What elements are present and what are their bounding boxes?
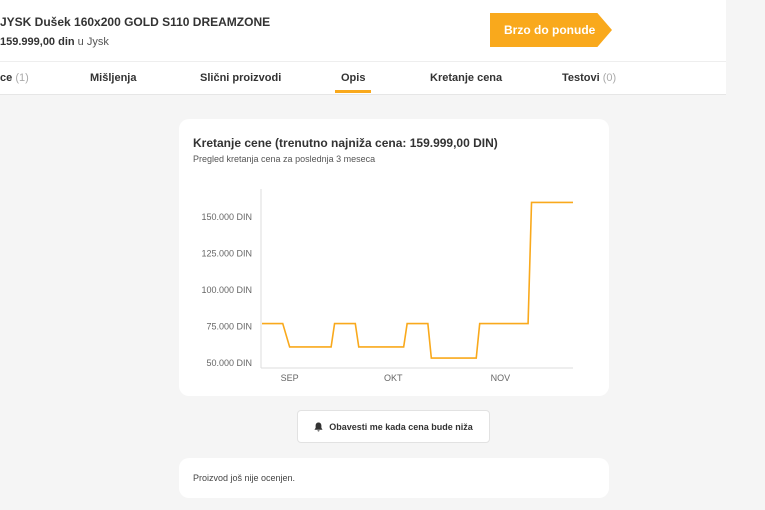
tab-reviews[interactable]: ce (1): [0, 72, 29, 84]
price-value: 159.999,00 din: [0, 36, 75, 48]
price-chart: 50.000 DIN 75.000 DIN 100.000 DIN 125.000 D…: [201, 189, 573, 383]
x-tick-label: SEP: [281, 373, 299, 383]
tab-tests: Testovi (0): [562, 72, 616, 84]
notify-label: Obavesti me kada cena bude niža: [329, 421, 473, 432]
y-tick-label: 150.000 DIN: [201, 212, 252, 222]
quick-offer-button[interactable]: Brzo do ponude: [490, 13, 612, 47]
y-tick-label: 75.000 DIN: [206, 322, 252, 332]
bell-icon: [314, 422, 323, 431]
notify-price-drop-button[interactable]: Obavesti me kada cena bude niža: [297, 410, 490, 443]
price-chart-card: Kretanje cene (trenutno najniža cena: 15…: [179, 119, 609, 396]
tab-label: Testovi: [562, 72, 600, 84]
chart-subtitle: Pregled kretanja cena za poslednja 3 mes…: [193, 154, 376, 164]
x-tick-label: NOV: [491, 373, 511, 383]
y-tick-label: 125.000 DIN: [201, 249, 252, 259]
tab-description[interactable]: Opis: [334, 72, 373, 93]
rating-card: Proizvod još nije ocenjen.: [179, 458, 609, 498]
chart-title: Kretanje cene (trenutno najniža cena: 15…: [193, 136, 498, 150]
tab-similar[interactable]: Slični proizvodi: [200, 72, 282, 84]
tab-price-history[interactable]: Kretanje cena: [430, 72, 503, 84]
divider: [0, 61, 726, 62]
product-header: JYSK Dušek 160x200 GOLD S110 DREAMZONE 1…: [0, 0, 726, 95]
rating-text: Proizvod još nije ocenjen.: [193, 473, 296, 483]
tab-count: (0): [602, 72, 617, 84]
price-line: [262, 201, 573, 359]
x-tick-label: OKT: [384, 373, 403, 383]
y-tick-label: 50.000 DIN: [206, 358, 252, 368]
tab-count: (1): [15, 72, 29, 84]
y-tick-label: 100.000 DIN: [201, 285, 252, 295]
product-price: 159.999,00 din u Jysk: [0, 36, 109, 48]
store-name: u Jysk: [77, 36, 109, 48]
product-title: JYSK Dušek 160x200 GOLD S110 DREAMZONE: [0, 15, 271, 29]
tab-opinions[interactable]: Mišljenja: [90, 72, 137, 84]
tab-label: ce: [0, 72, 13, 84]
